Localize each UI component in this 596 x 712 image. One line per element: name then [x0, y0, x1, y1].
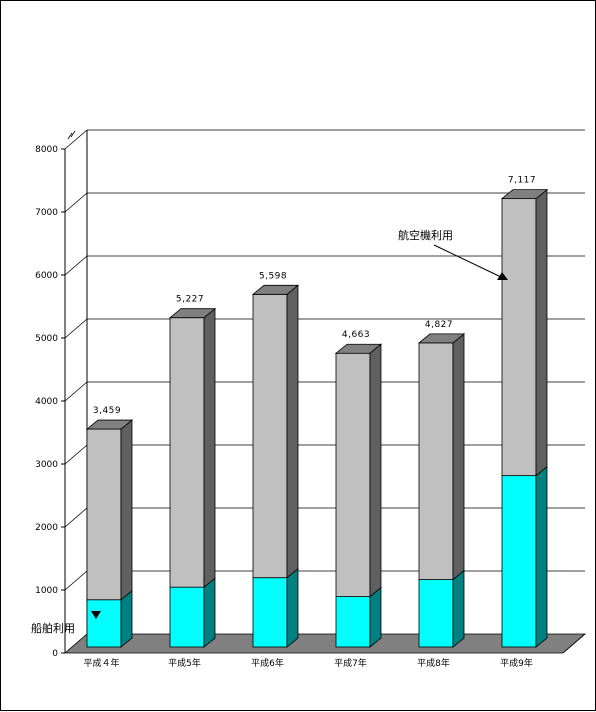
bar-ship-side — [120, 589, 133, 648]
gridline-diagonal — [64, 570, 88, 591]
x-tick-label: 平成7年 — [334, 657, 367, 669]
bar-air-side — [203, 307, 216, 588]
bar-top — [168, 308, 217, 319]
bar-ship-front — [418, 579, 454, 648]
gridline-diagonal — [64, 381, 88, 402]
bar-ship-front — [335, 596, 371, 648]
bar-air-side — [286, 284, 299, 579]
bar-ship-side — [369, 586, 382, 648]
y-tick-label: 6000 — [35, 271, 58, 281]
bar-top — [85, 419, 134, 430]
x-tick-label: 平成6年 — [251, 657, 284, 669]
gridline-diagonal — [64, 444, 88, 465]
y-tick-label: 3000 — [35, 460, 58, 470]
data-label: 4,663 — [342, 330, 370, 340]
bar-air-front — [169, 317, 205, 588]
bar-air-side — [452, 333, 465, 581]
gridline-diagonal — [64, 255, 88, 276]
annotation-ship-arrowhead — [91, 611, 101, 619]
bar-ship-side — [286, 567, 299, 648]
axis-break-mark — [67, 130, 76, 140]
x-tick-label: 平成４年 — [83, 657, 119, 669]
bar-air-side — [535, 188, 548, 477]
bar-top — [334, 343, 383, 354]
gridline-diagonal — [64, 318, 88, 339]
bar-ship-front — [501, 475, 537, 648]
annotation-air-arrowhead — [497, 272, 508, 280]
x-tick-label: 平成8年 — [417, 657, 450, 669]
bar-ship-front — [252, 577, 288, 648]
bar-ship-side — [452, 569, 465, 648]
data-label: 5,598 — [259, 271, 287, 281]
y-tick-label: 4000 — [35, 397, 58, 407]
floor-edge — [562, 633, 586, 654]
x-tick-label: 平成5年 — [168, 657, 201, 669]
data-label: 4,827 — [425, 320, 453, 330]
bar-air-front — [252, 293, 288, 579]
data-label: 7,117 — [508, 176, 536, 186]
gridline-diagonal — [64, 507, 88, 528]
bar-ship-front — [169, 586, 205, 648]
y-tick-label: 1000 — [35, 586, 58, 596]
bar-air-side — [120, 419, 133, 601]
gridline-diagonal — [64, 129, 88, 150]
bar-air-side — [369, 343, 382, 598]
bar-ship-front — [86, 599, 122, 648]
annotation-ship-label: 船舶利用 — [31, 621, 75, 635]
bar-air-front — [335, 352, 371, 597]
data-label: 3,459 — [93, 406, 121, 416]
bar-air-front — [86, 428, 122, 601]
bar-top — [251, 284, 300, 295]
y-tick-label: 8000 — [35, 145, 58, 155]
y-tick-label: 7000 — [35, 208, 58, 218]
y-tick-label: 5000 — [35, 334, 58, 344]
annotation-air-arrow — [433, 244, 502, 278]
bar-ship-side — [535, 465, 548, 648]
bar-air-front — [418, 342, 454, 580]
data-label: 5,227 — [176, 295, 204, 305]
gridline-diagonal — [64, 192, 88, 213]
y-tick-label: 0 — [52, 649, 58, 659]
bar-top — [417, 333, 466, 344]
x-tick-label: 平成9年 — [500, 657, 533, 669]
y-tick-label: 2000 — [35, 523, 58, 533]
bar-air-front — [501, 198, 537, 477]
bar-top — [500, 189, 549, 200]
bar-ship-side — [203, 577, 216, 648]
annotation-air-label: 航空機利用 — [398, 228, 453, 242]
